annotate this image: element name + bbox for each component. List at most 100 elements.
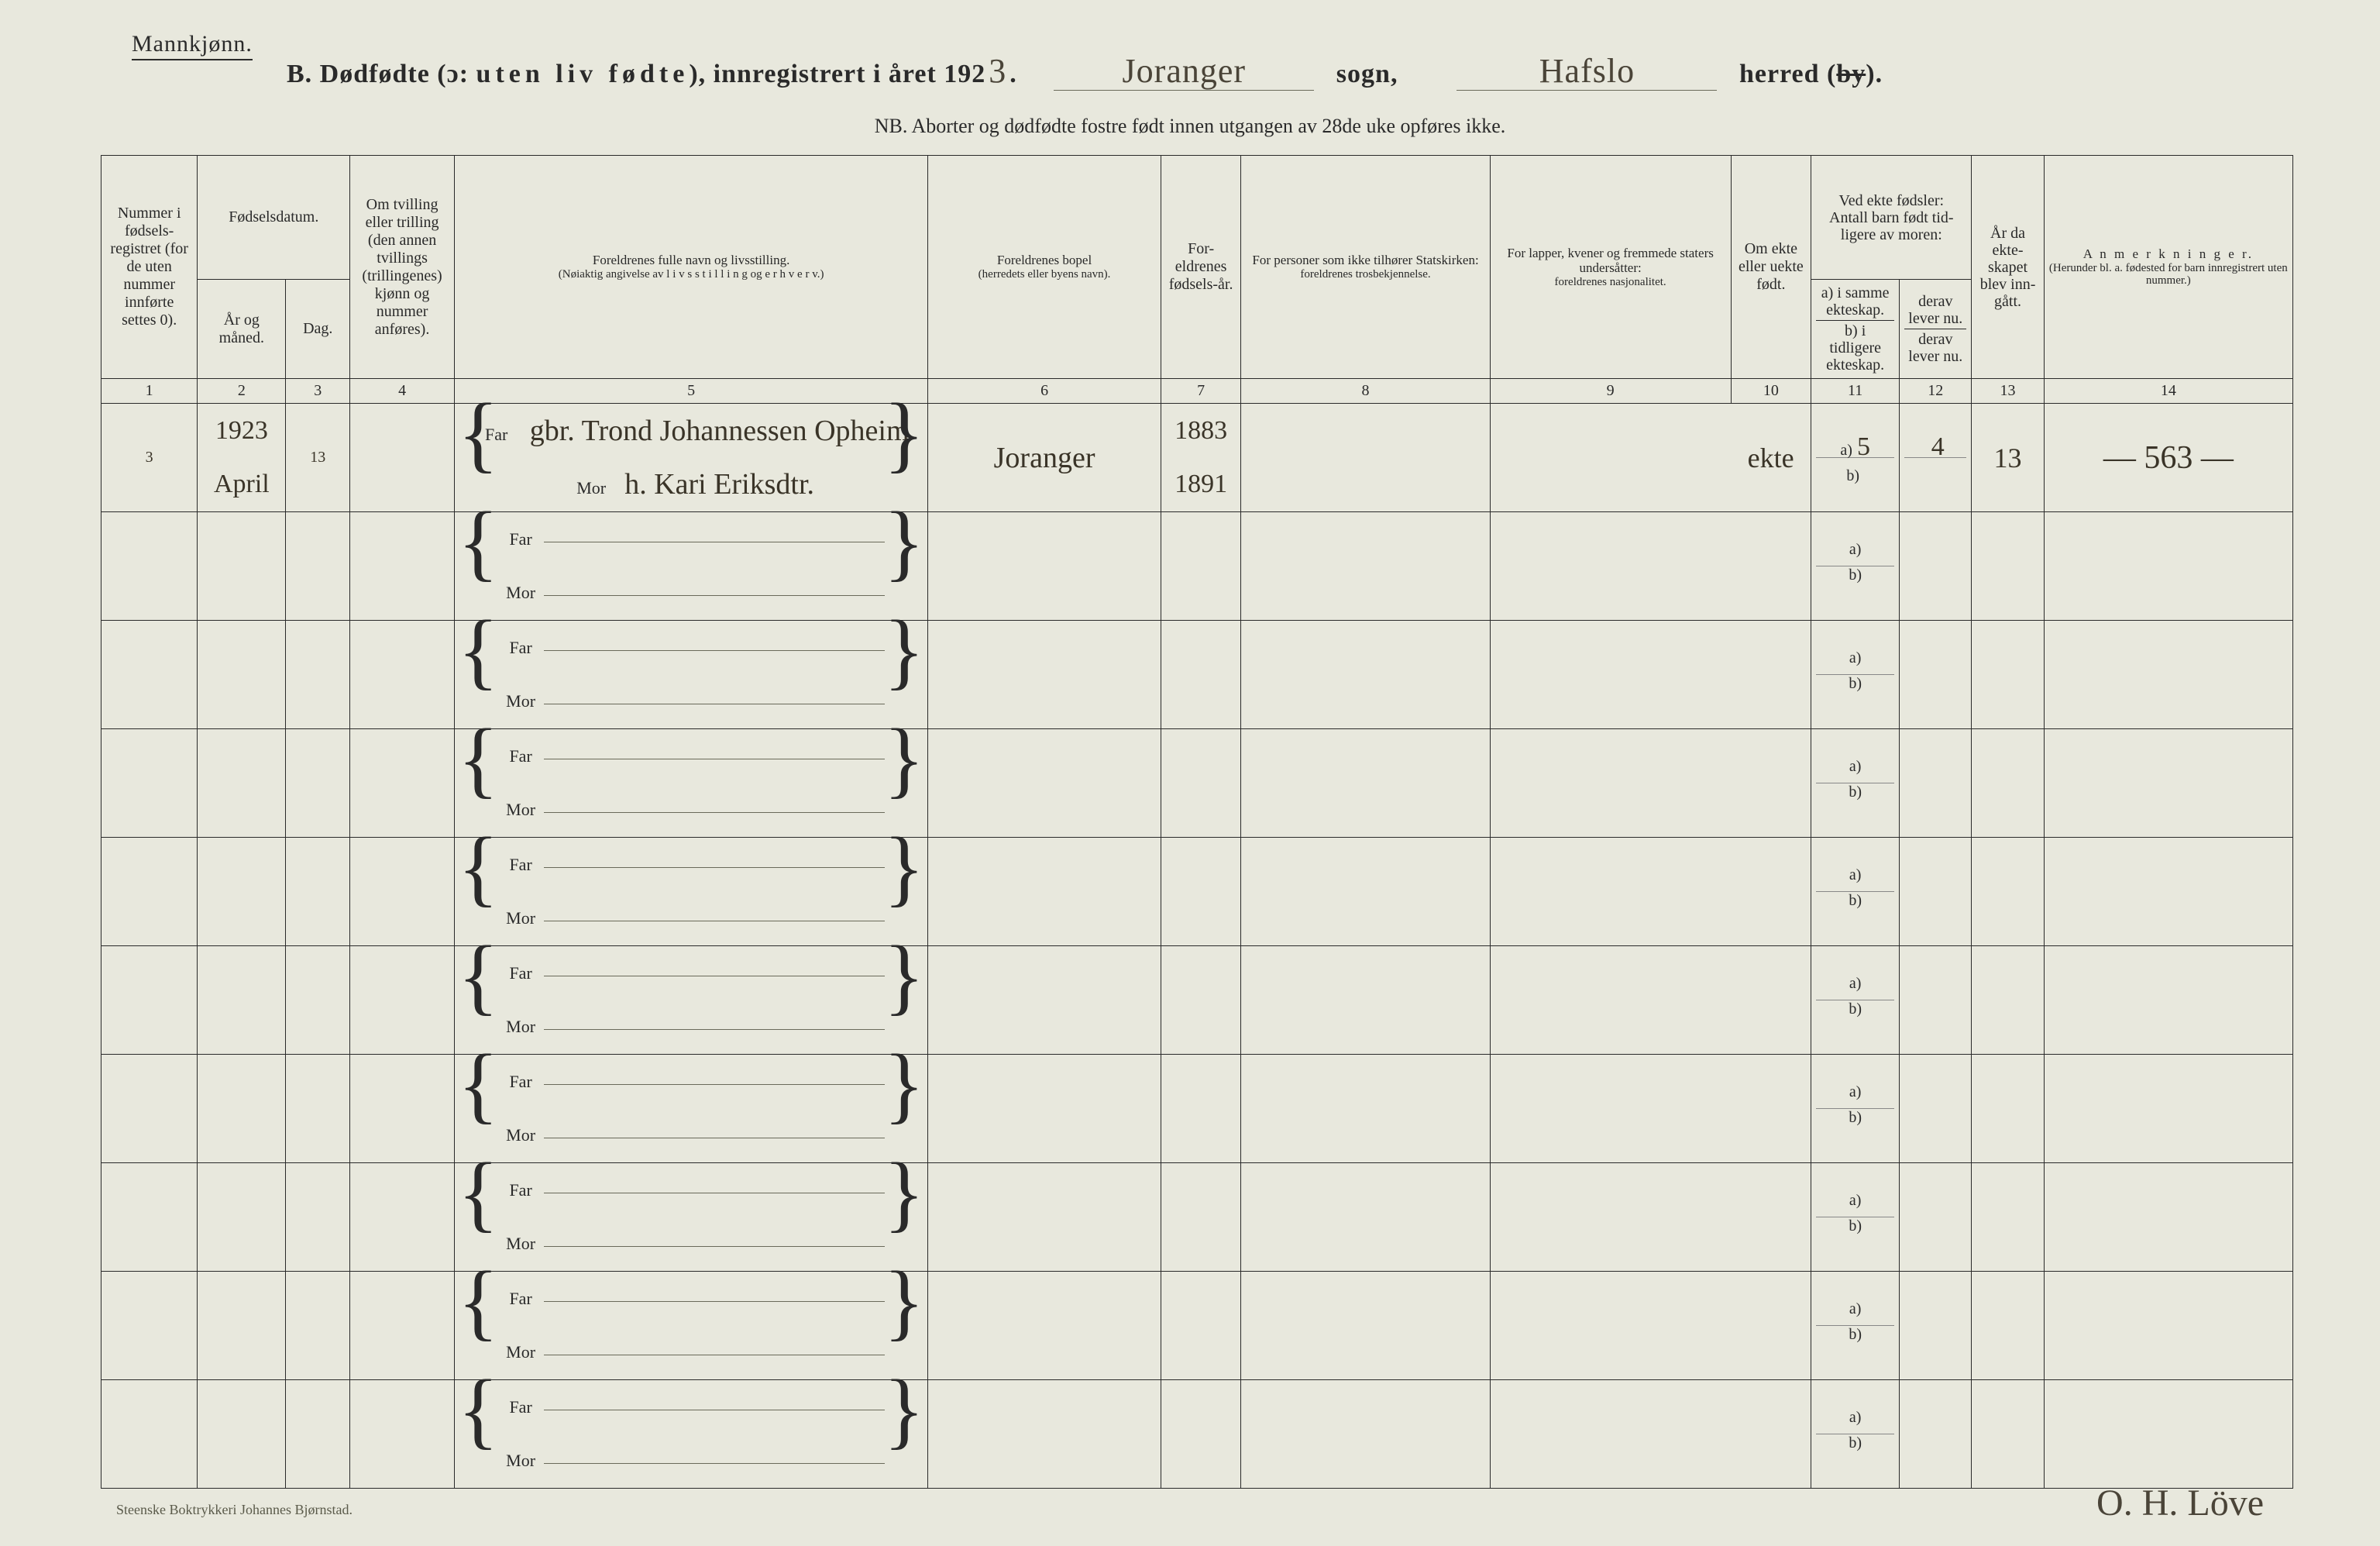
entry-1-mor-year: 1891	[1161, 458, 1241, 512]
hdr-col13: År da ekte-skapet blev inn-gått.	[1972, 156, 2044, 379]
hdr-col7: For-eldrenes fødsels-år.	[1161, 156, 1241, 379]
title-line: B. Dødfødte (ɔ: uten liv fødte), innregi…	[70, 54, 2310, 91]
hdr-col6: Foreldrenes bopel (herredets eller byens…	[928, 156, 1161, 379]
colnum-10: 10	[1731, 379, 1811, 404]
entry-1-month: April	[198, 458, 286, 512]
entry-1-col12: 4	[1900, 404, 1972, 512]
hdr-col8-a: For personer som ikke tilhører Statskirk…	[1246, 253, 1484, 268]
title-mid: ), innregistrert i året 192	[689, 60, 985, 88]
hdr-col5: Foreldrenes fulle navn og livsstilling. …	[454, 156, 927, 379]
mor-label: Mor	[568, 478, 614, 498]
hdr-col14: A n m e r k n i n g e r. (Herunder bl. a…	[2044, 156, 2292, 379]
entry-1-twin	[350, 404, 455, 512]
hdr-col6-a: Foreldrenes bopel	[933, 253, 1156, 268]
hdr-col8: For personer som ikke tilhører Statskirk…	[1241, 156, 1490, 379]
colnum-6: 6	[928, 379, 1161, 404]
entry-1-far-name: gbr. Trond Johannessen Opheim	[530, 415, 910, 447]
entry-1-a-derav: 4	[1931, 432, 1945, 461]
entry-1-col8	[1241, 404, 1490, 512]
entry-1-a-val: 5	[1857, 432, 1870, 461]
title-period: .	[1009, 60, 1017, 88]
hdr-col1: Nummer i fødsels-registret (for de uten …	[101, 156, 198, 379]
hdr-col14-b: (Herunder bl. a. fødested for barn innre…	[2049, 262, 2288, 288]
hdr-col2a: År og måned.	[198, 280, 286, 379]
hdr-col9-a: For lapper, kvener og fremmede staters u…	[1495, 246, 1726, 276]
hdr-col5-b: (Nøiaktig angivelse av l i v s s t i l l…	[459, 268, 923, 281]
entry-row-blank: {Far} a)b)	[101, 1055, 2293, 1109]
colnum-1: 1	[101, 379, 198, 404]
colnum-2: 2	[198, 379, 286, 404]
entry-1-far-cell: { Far gbr. Trond Johannessen Opheim }	[454, 404, 927, 458]
entry-1-col9	[1490, 404, 1731, 512]
title-spaced: uten liv fødte	[476, 60, 690, 88]
printer-credit: Steenske Boktrykkeri Johannes Bjørnstad.	[116, 1502, 353, 1518]
entry-row-blank: {Far} a)b)	[101, 621, 2293, 675]
hdr-col12: derav lever nu. derav lever nu.	[1900, 280, 1972, 379]
hdr-col9: For lapper, kvener og fremmede staters u…	[1490, 156, 1731, 379]
entry-row-blank: {Far} a)b)	[101, 838, 2293, 892]
hdr-col10: Om ekte eller uekte født.	[1731, 156, 1811, 379]
colnum-13: 13	[1972, 379, 2044, 404]
hdr-col14-a: A n m e r k n i n g e r.	[2049, 246, 2288, 262]
colnum-9: 9	[1490, 379, 1731, 404]
entry-1-ekte: ekte	[1731, 404, 1811, 512]
hdr-col6-b: (herredets eller byens navn).	[933, 268, 1156, 281]
herred-label-a: herred (	[1739, 60, 1836, 88]
entry-1-day: 13	[286, 404, 350, 512]
entry-1-anm: — 563 —	[2044, 404, 2292, 512]
hdr-col2b: Dag.	[286, 280, 350, 379]
hdr-col11b: b) i tidligere ekteskap.	[1816, 321, 1894, 375]
hdr-col5-a: Foreldrenes fulle navn og livsstilling.	[459, 253, 923, 268]
herred-label-strike: by	[1836, 60, 1866, 88]
colnum-4: 4	[350, 379, 455, 404]
hdr-col4: Om tvilling eller trilling (den annen tv…	[350, 156, 455, 379]
entry-1-mor-cell: Mor h. Kari Eriksdtr.	[454, 458, 927, 512]
register-table: Nummer i fødsels-registret (for de uten …	[101, 155, 2293, 1489]
colnum-7: 7	[1161, 379, 1241, 404]
title-prefix: B. Dødfødte (ɔ:	[287, 60, 476, 88]
right-brace-icon: }	[884, 410, 925, 457]
title-year: 3	[985, 54, 1009, 88]
ab-b-label: b)	[1846, 467, 1859, 484]
entry-1-col11: a) 5 b)	[1811, 404, 1900, 512]
hdr-col11a: a) i samme ekteskap.	[1816, 283, 1894, 321]
entry-row-blank: {Far} a)b)	[101, 1380, 2293, 1434]
colnum-row: 1 2 3 4 5 6 7 8 9 10 11 12 13 14	[101, 379, 2293, 404]
colnum-12: 12	[1900, 379, 1972, 404]
hdr-col12a: derav lever nu.	[1904, 291, 1966, 329]
entry-1-mor-name: h. Kari Eriksdtr.	[624, 468, 814, 501]
entry-1-year: 1923	[198, 404, 286, 458]
entry-row-blank: {Far} a)b)	[101, 729, 2293, 783]
entry-row-blank: {Far} a)b)	[101, 946, 2293, 1000]
register-page: Mannkjønn. B. Dødfødte (ɔ: uten liv født…	[0, 0, 2380, 1546]
hdr-col11: a) i samme ekteskap. b) i tidligere ekte…	[1811, 280, 1900, 379]
nb-line: NB. Aborter og dødfødte fostre født inne…	[0, 115, 2380, 138]
entry-1-num: 3	[101, 404, 198, 512]
entry-row-1-far: 3 1923 13 { Far gbr. Trond Johannessen O…	[101, 404, 2293, 458]
entry-1-bopel: Joranger	[928, 404, 1161, 512]
entry-1-c13: 13	[1972, 404, 2044, 512]
sogn-handwritten: Joranger	[1054, 54, 1314, 91]
colnum-8: 8	[1241, 379, 1490, 404]
entry-1-far-year: 1883	[1161, 404, 1241, 458]
entry-row-blank: {Far} a)b)	[101, 1272, 2293, 1326]
herred-handwritten: Hafslo	[1457, 54, 1717, 91]
herred-label-b: ).	[1866, 60, 1883, 88]
ab-a-label: a)	[1840, 442, 1852, 459]
hdr-col11-top-b: Antall barn født tid-ligere av moren:	[1816, 209, 1966, 243]
entry-row-blank: {Far} a)b)	[101, 512, 2293, 566]
hdr-col12b: derav lever nu.	[1904, 329, 1966, 367]
colnum-11: 11	[1811, 379, 1900, 404]
colnum-5: 5	[454, 379, 927, 404]
hdr-col11-top-a: Ved ekte fødsler:	[1816, 192, 1966, 209]
left-brace-icon: {	[458, 410, 499, 457]
colnum-14: 14	[2044, 379, 2292, 404]
entry-row-blank: {Far} a)b)	[101, 1163, 2293, 1217]
signature: O. H. Löve	[2096, 1482, 2264, 1524]
hdr-col9-b: foreldrenes nasjonalitet.	[1495, 276, 1726, 289]
hdr-col2-top: Fødselsdatum.	[198, 156, 350, 280]
sogn-label: sogn,	[1336, 60, 1398, 88]
hdr-col11-top: Ved ekte fødsler: Antall barn født tid-l…	[1811, 156, 1972, 280]
hdr-col8-b: foreldrenes trosbekjennelse.	[1246, 268, 1484, 281]
colnum-3: 3	[286, 379, 350, 404]
